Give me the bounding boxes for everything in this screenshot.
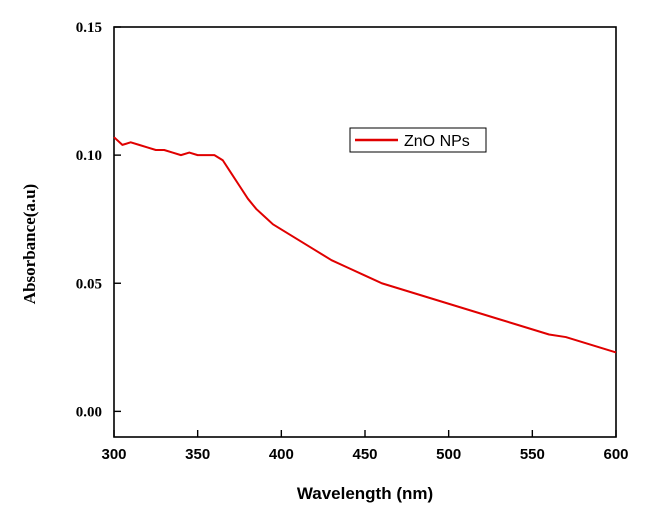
x-tick-label: 500 (436, 446, 461, 463)
x-tick-label: 300 (101, 446, 126, 463)
legend-label-zno-nps: ZnO NPs (404, 133, 470, 150)
x-axis-ticks: 300 350 400 450 500 550 600 (101, 430, 629, 463)
x-tick-label: 400 (269, 446, 294, 463)
y-tick-label: 0.15 (76, 20, 102, 36)
y-axis-label: Absorbance(a.u) (20, 184, 39, 304)
series-line-zno-nps (113, 136, 617, 354)
x-tick-label: 550 (520, 446, 545, 463)
y-axis-ticks: 0.00 0.05 0.10 0.15 (76, 20, 121, 420)
legend: ZnO NPs (349, 127, 487, 153)
x-tick-label: 350 (185, 446, 210, 463)
y-tick-label: 0.05 (76, 276, 102, 292)
x-tick-label: 450 (352, 446, 377, 463)
plot-frame (113, 26, 617, 438)
y-tick-label: 0.00 (76, 404, 102, 420)
x-axis-label: Wavelength (nm) (297, 484, 433, 503)
x-tick-label: 600 (603, 446, 628, 463)
series-layer (113, 136, 617, 354)
y-tick-label: 0.10 (76, 148, 102, 164)
